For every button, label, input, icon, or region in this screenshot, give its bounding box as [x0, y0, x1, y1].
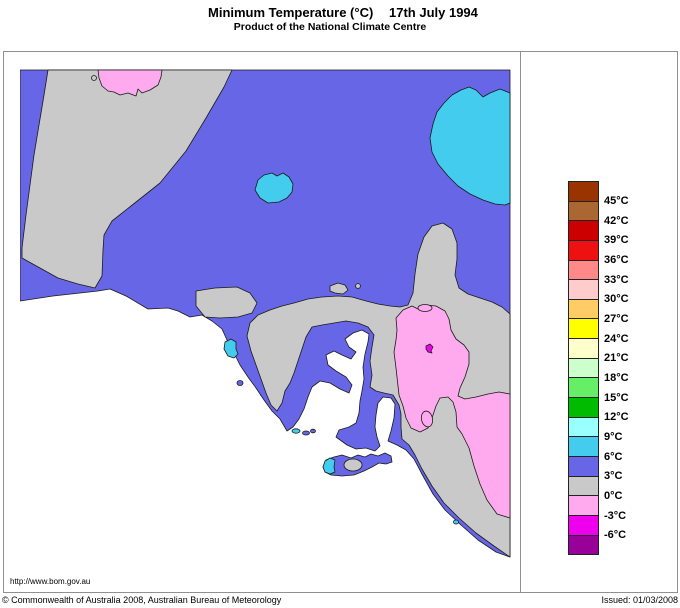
map-region-gray-northwest — [21, 69, 233, 289]
legend-bar — [568, 181, 599, 556]
bom-url: http://www.bom.gov.au — [10, 577, 91, 586]
map-contour-dot — [91, 75, 97, 81]
legend-cell — [568, 200, 599, 222]
legend-boundary-label: 9°C — [604, 430, 623, 443]
legend-boundary-label: 3°C — [604, 470, 623, 483]
legend-boundary-label: 36°C — [604, 254, 629, 267]
legend-cell — [568, 495, 599, 516]
map-pink-teardrop — [420, 410, 434, 428]
map-islet-gray — [329, 282, 349, 295]
map-region-gray-gawler — [195, 286, 258, 319]
legend-boundary-label: 12°C — [604, 411, 629, 424]
legend-cell — [568, 397, 599, 418]
map-region-cyan-northeast — [429, 86, 511, 206]
page-subtitle: Product of the National Climate Centre — [233, 21, 427, 33]
page-title-date: 17th July 1994 — [389, 5, 478, 20]
legend-cell — [568, 239, 599, 261]
legend-cell — [568, 455, 599, 477]
map-islet-blue2 — [302, 430, 310, 436]
map-kangaroo-island-gray — [343, 458, 363, 472]
legend-cell — [568, 279, 599, 300]
temperature-map — [20, 69, 511, 558]
legend-cell — [568, 298, 599, 320]
copyright-text: © Commonwealth of Australia 2008, Austra… — [2, 595, 282, 605]
panel-divider-line — [520, 51, 521, 592]
map-islet-blue3 — [310, 428, 316, 434]
legend-boundary-label: -3°C — [604, 509, 627, 522]
map-islet-cyan — [291, 428, 301, 434]
map-islet-gray-small — [355, 283, 361, 289]
chart-frame — [3, 51, 678, 593]
legend-cell — [568, 318, 599, 340]
map-cyan-speck-southeast — [453, 519, 459, 525]
legend-boundary-label: 18°C — [604, 372, 629, 384]
legend-cell — [568, 436, 599, 457]
legend-cell — [568, 377, 599, 399]
legend-cell — [568, 259, 599, 281]
map-region-pink-north — [97, 69, 163, 97]
legend-boundary-label: 0°C — [604, 489, 623, 502]
legend-cell — [568, 416, 599, 438]
legend-cell — [568, 220, 599, 241]
legend-boundary-label: 33°C — [604, 273, 629, 286]
legend-boundary-label: 6°C — [604, 450, 623, 463]
legend-boundary-label: 30°C — [604, 293, 629, 306]
legend-boundary-label: 45°C — [604, 195, 629, 208]
legend-boundary-label: -6°C — [604, 529, 627, 542]
legend-cell — [568, 514, 599, 536]
legend-boundary-label: 27°C — [604, 313, 629, 326]
issued-date: Issued: 01/03/2008 — [601, 595, 678, 605]
map-region-cyan-centre — [254, 172, 294, 204]
legend-boundary-label: 42°C — [604, 214, 629, 227]
map-region-cyan-coast — [223, 338, 239, 359]
legend-cell — [568, 534, 599, 556]
map-magenta-speck — [425, 343, 434, 354]
legend-boundary-label: 21°C — [604, 352, 629, 365]
map-region-pink-east — [393, 304, 511, 519]
map-islet-blue — [236, 380, 244, 386]
legend-cell — [568, 338, 599, 359]
page-title: Minimum Temperature (°C) — [208, 5, 374, 20]
legend-boundary-label: 24°C — [604, 332, 629, 345]
map-pink-oval-small — [417, 304, 433, 312]
legend-cell — [568, 181, 599, 202]
legend-boundary-label: 39°C — [604, 234, 629, 247]
legend-cell — [568, 357, 599, 379]
map-region-gray-central — [246, 222, 511, 558]
legend-cell — [568, 475, 599, 497]
legend-boundary-label: 15°C — [604, 391, 629, 404]
map-kangaroo-island-cyan-tip — [322, 457, 336, 475]
